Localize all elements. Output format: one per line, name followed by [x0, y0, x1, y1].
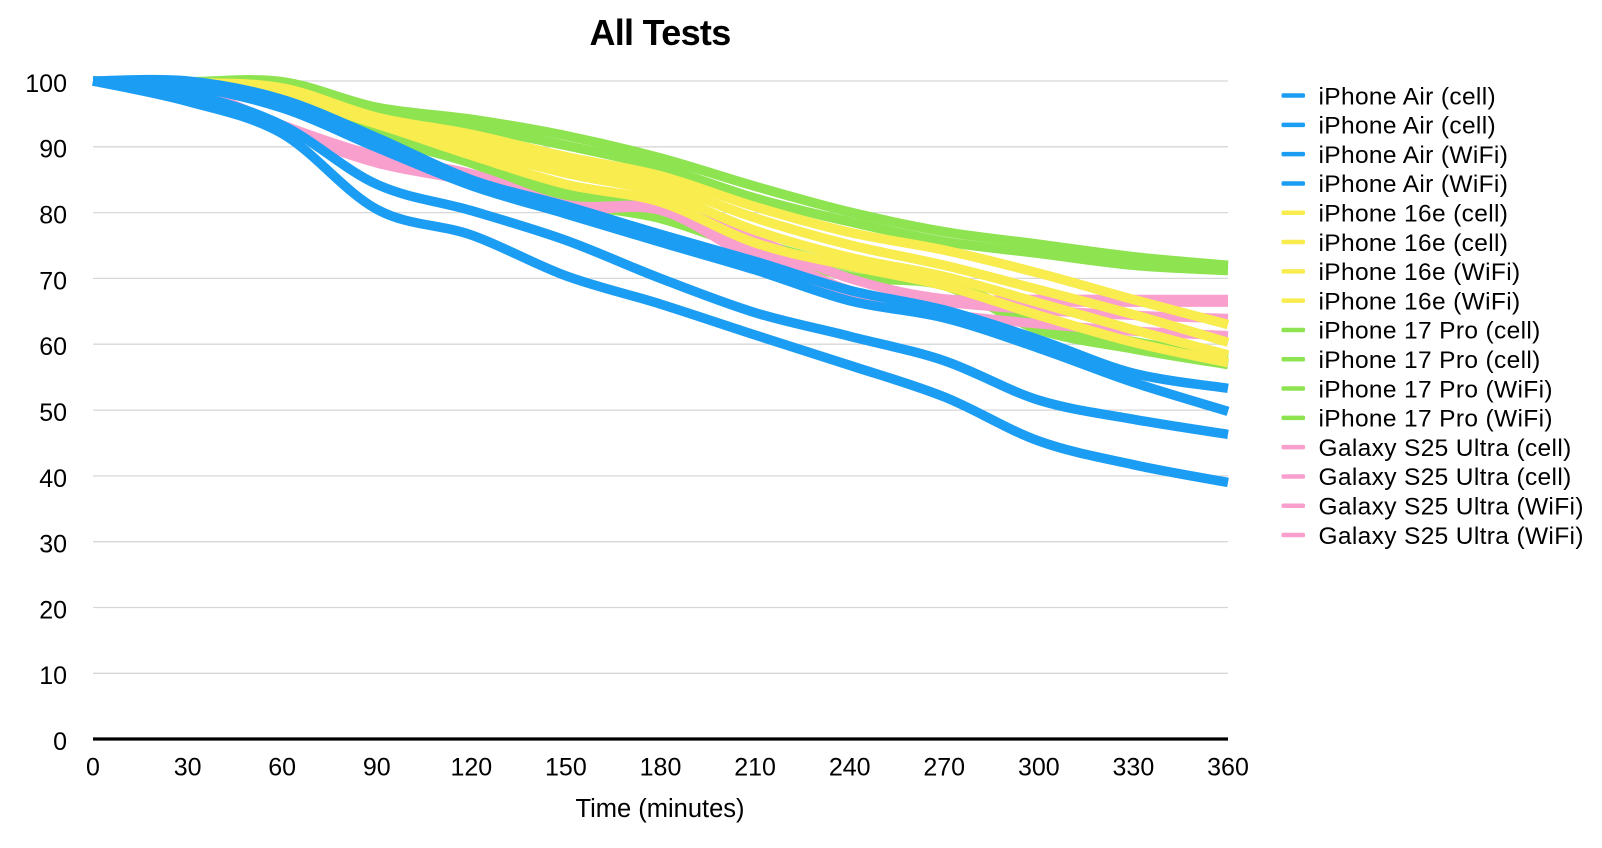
svg-text:Galaxy S25 Ultra (cell): Galaxy S25 Ultra (cell): [1319, 464, 1572, 491]
svg-text:0: 0: [86, 754, 100, 782]
svg-text:60: 60: [39, 333, 67, 361]
svg-text:90: 90: [363, 754, 391, 782]
svg-text:iPhone 16e (cell): iPhone 16e (cell): [1319, 230, 1509, 257]
svg-text:Galaxy S25 Ultra (WiFi): Galaxy S25 Ultra (WiFi): [1319, 523, 1584, 550]
svg-text:0: 0: [53, 728, 67, 756]
svg-text:iPhone Air (WiFi): iPhone Air (WiFi): [1319, 171, 1509, 198]
svg-text:20: 20: [39, 596, 67, 624]
svg-text:10: 10: [39, 662, 67, 690]
svg-text:Galaxy S25 Ultra (WiFi): Galaxy S25 Ultra (WiFi): [1319, 494, 1584, 521]
svg-text:210: 210: [734, 754, 776, 782]
svg-text:30: 30: [174, 754, 202, 782]
svg-text:iPhone 16e (WiFi): iPhone 16e (WiFi): [1319, 259, 1521, 286]
svg-text:60: 60: [268, 754, 296, 782]
svg-text:80: 80: [39, 202, 67, 230]
svg-text:90: 90: [39, 136, 67, 164]
svg-text:330: 330: [1113, 754, 1155, 782]
svg-text:iPhone 17 Pro (cell): iPhone 17 Pro (cell): [1319, 347, 1541, 374]
svg-text:iPhone 16e (WiFi): iPhone 16e (WiFi): [1319, 288, 1521, 315]
svg-text:50: 50: [39, 399, 67, 427]
svg-text:iPhone 17 Pro (cell): iPhone 17 Pro (cell): [1319, 318, 1541, 345]
svg-text:180: 180: [640, 754, 682, 782]
svg-text:70: 70: [39, 267, 67, 295]
svg-text:Galaxy S25 Ultra (cell): Galaxy S25 Ultra (cell): [1319, 435, 1572, 462]
svg-text:iPhone Air (cell): iPhone Air (cell): [1319, 113, 1497, 140]
svg-text:All Tests: All Tests: [589, 12, 730, 53]
svg-text:300: 300: [1018, 754, 1060, 782]
svg-text:240: 240: [829, 754, 871, 782]
svg-text:Time (minutes): Time (minutes): [575, 795, 744, 823]
svg-text:iPhone Air (WiFi): iPhone Air (WiFi): [1319, 142, 1509, 169]
svg-text:iPhone 17 Pro (WiFi): iPhone 17 Pro (WiFi): [1319, 406, 1553, 433]
svg-text:iPhone 17 Pro (WiFi): iPhone 17 Pro (WiFi): [1319, 376, 1553, 403]
svg-text:150: 150: [545, 754, 587, 782]
svg-text:270: 270: [923, 754, 965, 782]
svg-text:360: 360: [1207, 754, 1249, 782]
svg-text:40: 40: [39, 465, 67, 493]
svg-text:120: 120: [450, 754, 492, 782]
svg-text:iPhone Air (cell): iPhone Air (cell): [1319, 83, 1497, 110]
svg-text:100: 100: [25, 70, 67, 98]
svg-text:iPhone 16e (cell): iPhone 16e (cell): [1319, 201, 1509, 228]
svg-text:30: 30: [39, 531, 67, 559]
